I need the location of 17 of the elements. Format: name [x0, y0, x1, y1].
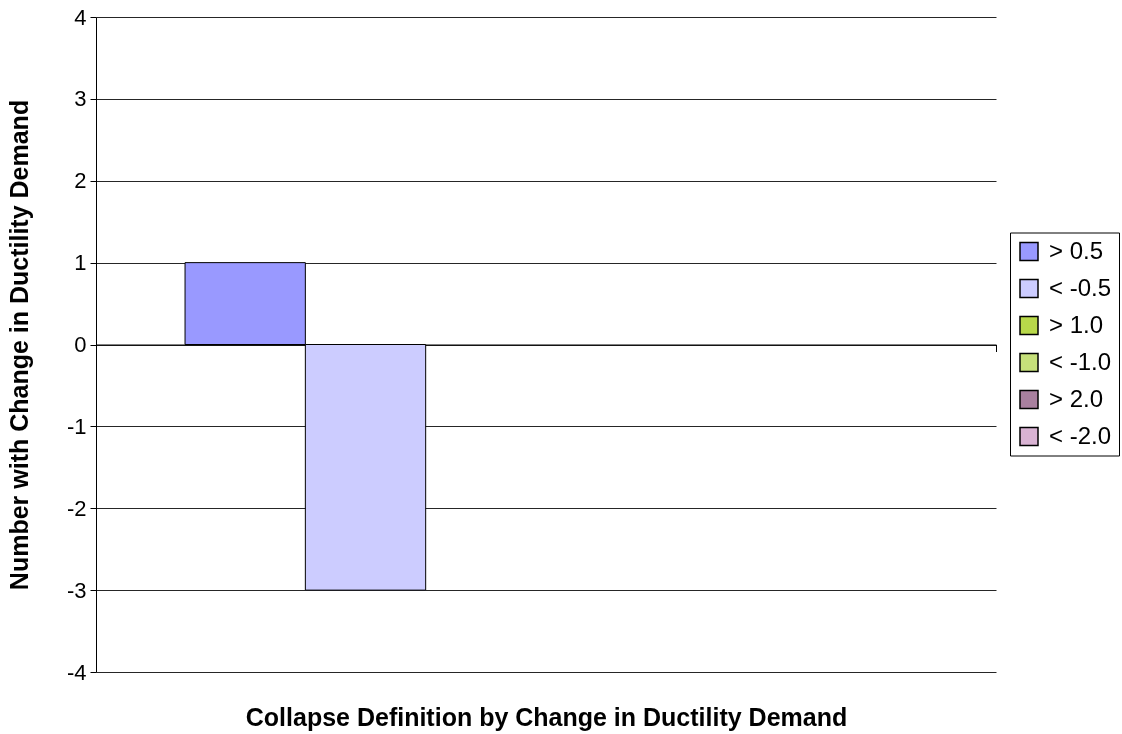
legend-label: < -1.0: [1049, 347, 1112, 375]
legend-label: > 1.0: [1049, 310, 1104, 338]
y-tick-label: -3: [66, 577, 87, 603]
y-tick-label: 3: [74, 86, 87, 112]
y-tick-label: 2: [74, 168, 87, 194]
y-tick-label: -2: [66, 495, 87, 521]
legend-label: < -2.0: [1049, 421, 1112, 449]
y-tick-label: -4: [66, 659, 87, 685]
y-tick-label: -1: [66, 413, 87, 439]
legend-label: > 2.0: [1049, 384, 1104, 412]
x-axis-title: Collapse Definition by Change in Ductility Demand: [245, 702, 848, 731]
legend-label: < -0.5: [1049, 273, 1112, 301]
legend-label: > 0.5: [1049, 236, 1104, 264]
y-axis-title: Number with Change in Ductility Demand: [4, 99, 33, 591]
y-tick-label: 0: [74, 332, 87, 357]
y-tick-label: 4: [74, 4, 87, 30]
y-tick-label: 1: [74, 250, 87, 276]
